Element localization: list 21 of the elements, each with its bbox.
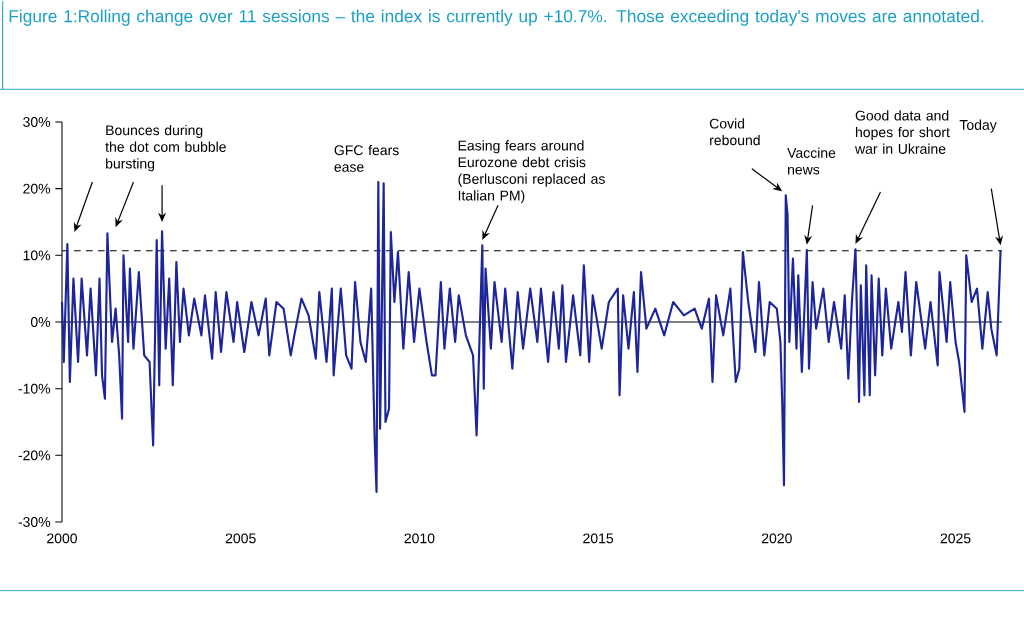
x-tick-label: 2015 bbox=[583, 533, 614, 544]
y-tick-label: -30% bbox=[18, 517, 51, 527]
annotation: Easing fears around Eurozone debt crisis (Berlusconi replaced as Italian PM) bbox=[458, 140, 605, 204]
y-tick-label: 20% bbox=[23, 183, 51, 194]
annotation: Today bbox=[959, 119, 997, 133]
chart-title: Figure 1:Rolling change over 11 sessions – the index is currently up +10.7%. Those exceeding today's moves are annotated. bbox=[9, 9, 984, 26]
x-tick-label: 2025 bbox=[940, 533, 971, 544]
annotation: Good data and hopes for short war in Ukraine bbox=[855, 110, 950, 154]
annotation: Vaccine news bbox=[787, 147, 836, 175]
x-tick-label: 2020 bbox=[761, 533, 792, 544]
y-tick-label: -10% bbox=[18, 383, 51, 394]
annotation: Covid rebound bbox=[709, 118, 760, 146]
y-tick-label: 30% bbox=[23, 117, 51, 127]
y-tick-label: -20% bbox=[18, 450, 51, 461]
y-tick-label: 10% bbox=[23, 250, 51, 261]
y-tick-label: 0% bbox=[30, 317, 51, 327]
x-tick-label: 2000 bbox=[47, 533, 78, 544]
x-tick-label: 2005 bbox=[225, 533, 256, 544]
x-tick-label: 2010 bbox=[404, 533, 435, 544]
annotation: GFC fears ease bbox=[334, 144, 399, 172]
annotation: Bounces during the dot com bubble bursting bbox=[105, 124, 226, 172]
